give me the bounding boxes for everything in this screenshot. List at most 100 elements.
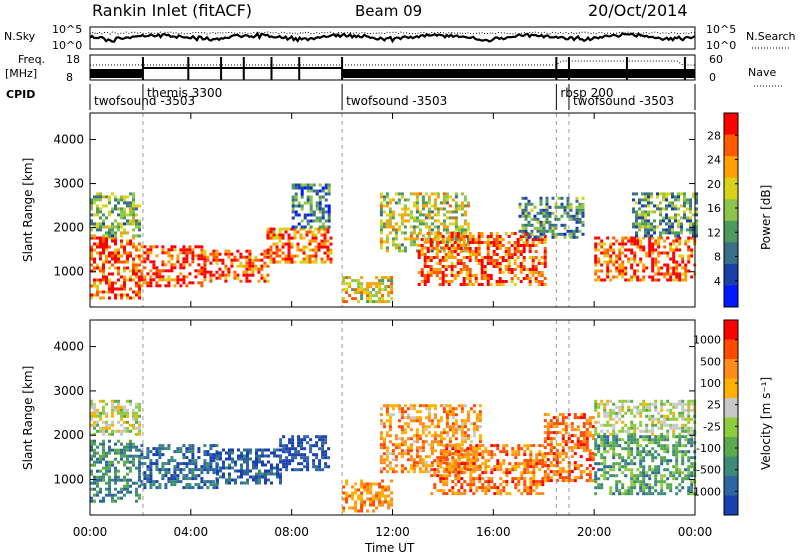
echo-cell: [164, 263, 168, 267]
echo-cell: [375, 482, 379, 486]
echo-cell: [372, 288, 376, 292]
echo-cell: [427, 407, 431, 411]
echo-cell: [403, 428, 407, 432]
echo-cell: [120, 198, 123, 202]
echo-cell: [469, 468, 473, 472]
echo-cell: [439, 443, 443, 447]
echo-cell: [318, 435, 322, 439]
echo-cell: [300, 456, 304, 460]
echo-cell: [129, 423, 132, 427]
echo-cell: [517, 477, 521, 481]
echo-cell: [665, 198, 668, 202]
echo-cell: [200, 281, 204, 285]
echo-cell: [406, 207, 410, 211]
echo-cell: [564, 443, 568, 447]
echo-cell: [465, 274, 469, 277]
echo-cell: [441, 238, 445, 241]
echo-cell: [689, 228, 692, 232]
echo-cell: [657, 426, 661, 430]
echo-cell: [466, 447, 470, 451]
echo-cell: [522, 250, 526, 253]
echo-cell: [654, 465, 658, 469]
echo-cell: [188, 245, 192, 249]
echo-cell: [438, 235, 442, 238]
echo-cell: [681, 456, 685, 460]
echo-cell: [466, 465, 470, 469]
echo-cell: [513, 259, 517, 262]
echo-cell: [426, 271, 430, 274]
echo-cell: [692, 225, 695, 229]
echo-cell: [624, 278, 628, 282]
echo-cell: [581, 220, 585, 224]
echo-cell: [659, 222, 662, 226]
echo-cell: [108, 478, 111, 482]
echo-cell: [472, 453, 476, 457]
echo-cell: [200, 465, 204, 469]
echo-cell: [108, 198, 111, 202]
echo-cell: [305, 230, 309, 234]
echo-cell: [324, 450, 328, 454]
echo-cell: [677, 225, 680, 229]
echo-cell: [561, 428, 565, 432]
echo-cell: [96, 266, 99, 270]
echo-cell: [681, 462, 685, 466]
echo-cell: [212, 249, 216, 253]
echo-cell: [478, 477, 482, 481]
echo-cell: [318, 459, 322, 463]
echo-cell: [203, 444, 207, 448]
echo-cell: [521, 208, 525, 212]
echo-cell: [209, 456, 213, 460]
echo-cell: [305, 254, 309, 258]
echo-cell: [677, 198, 680, 202]
echo-cell: [308, 254, 312, 258]
echo-cell: [390, 479, 394, 483]
echo-cell: [525, 238, 529, 241]
echo-cell: [448, 489, 452, 493]
echo-cell: [96, 263, 99, 267]
echo-cell: [294, 186, 298, 190]
echo-cell: [385, 222, 389, 226]
echo-cell: [692, 234, 695, 238]
echo-cell: [460, 410, 464, 414]
echo-cell: [510, 277, 514, 280]
echo-cell: [680, 225, 683, 229]
echo-cell: [269, 260, 273, 264]
echo-cell: [606, 411, 610, 415]
echo-cell: [442, 207, 446, 211]
echo-cell: [391, 216, 395, 220]
echo-cell: [138, 454, 141, 458]
nsearch-label: N.Search: [746, 30, 796, 43]
echo-cell: [218, 252, 222, 256]
echo-cell: [111, 284, 114, 288]
echo-cell: [120, 490, 123, 494]
echo-cell: [99, 222, 102, 226]
echo-cell: [164, 468, 168, 472]
echo-cell: [179, 462, 183, 466]
echo-cell: [221, 258, 225, 262]
echo-cell: [594, 263, 598, 267]
echo-cell: [279, 444, 283, 448]
echo-cell: [451, 468, 455, 472]
echo-cell: [549, 464, 553, 468]
echo-cell: [520, 477, 524, 481]
echo-cell: [429, 265, 433, 268]
echo-cell: [538, 492, 542, 496]
echo-cell: [570, 434, 574, 438]
echo-cell: [487, 480, 491, 484]
echo-cell: [438, 241, 442, 244]
echo-cell: [427, 419, 431, 423]
echo-cell: [191, 474, 195, 478]
echo-cell: [143, 275, 147, 279]
echo-cell: [441, 256, 445, 259]
echo-cell: [123, 487, 126, 491]
echo-cell: [588, 458, 592, 462]
echo-cell: [636, 278, 640, 282]
echo-cell: [284, 230, 288, 234]
echo-cell: [594, 492, 598, 496]
echo-cell: [672, 251, 676, 255]
echo-cell: [102, 478, 105, 482]
echo-cell: [530, 223, 534, 227]
echo-cell: [603, 242, 607, 246]
echo-cell: [400, 470, 404, 474]
echo-cell: [681, 477, 685, 481]
